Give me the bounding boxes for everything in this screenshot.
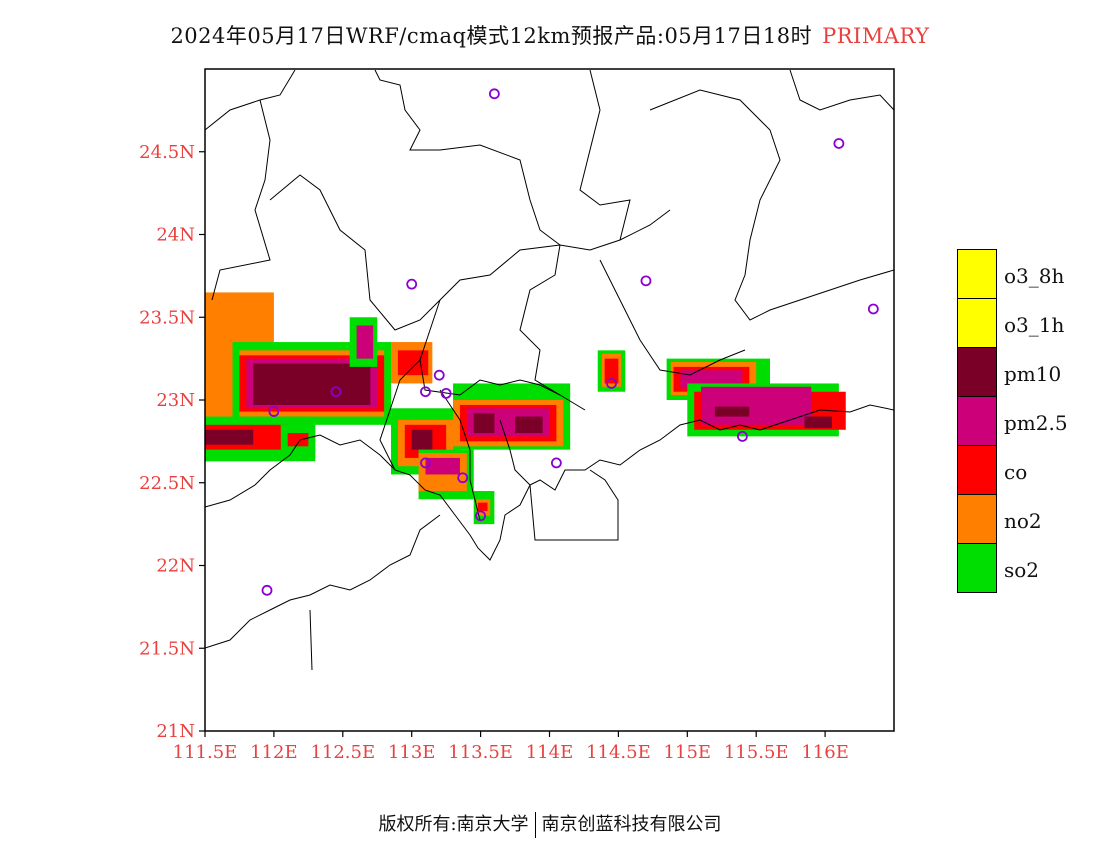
title-main: 2024年05月17日WRF/cmaq模式12km预报产品:05月17日18时 xyxy=(170,24,813,48)
pollution-cell-pm25 xyxy=(356,325,374,359)
station-marker[interactable] xyxy=(457,472,469,484)
footer-separator xyxy=(534,812,536,838)
lon-tick-label: 115E xyxy=(664,742,712,763)
lat-tick-label: 24N xyxy=(156,225,195,246)
lat-tick-label: 23N xyxy=(156,390,195,411)
pollution-cell-co xyxy=(604,358,619,384)
pollution-cell-co xyxy=(397,350,429,376)
pollution-cell-pm10 xyxy=(473,413,495,434)
station-marker[interactable] xyxy=(440,387,452,399)
pollution-cell-pm10 xyxy=(714,406,750,417)
legend-swatch-no2: no2 xyxy=(957,494,1042,544)
legend-swatch-co: co xyxy=(957,445,1027,495)
pollution-cell-pm10 xyxy=(411,429,433,450)
legend-label: o3_8h xyxy=(1004,264,1065,288)
station-marker[interactable] xyxy=(433,369,445,381)
lon-tick-label: 111.5E xyxy=(173,742,238,763)
station-marker[interactable] xyxy=(737,431,748,442)
pollution-cell-pm10 xyxy=(253,363,371,405)
station-marker[interactable] xyxy=(475,510,487,522)
footer-right: 南京创蓝科技有限公司 xyxy=(541,814,722,835)
lat-tick-label: 21.5N xyxy=(139,638,195,659)
latitude-axis: 24.5N 24N 23.5N 23N 22.5N 22N 21.5N 21N xyxy=(139,142,205,742)
pollution-cell-pm10 xyxy=(515,416,543,434)
legend-swatch-pm10: pm10 xyxy=(957,347,1061,397)
lon-tick-label: 114E xyxy=(526,742,574,763)
station-marker[interactable] xyxy=(488,88,500,100)
pollution-cell-pm10 xyxy=(804,416,832,429)
station-marker[interactable] xyxy=(261,584,273,596)
legend-label: no2 xyxy=(1004,509,1042,533)
legend-swatch-o3_1h: o3_1h xyxy=(957,298,1064,348)
title-pollutant: PRIMARY xyxy=(822,24,930,48)
lat-tick-label: 22N xyxy=(156,556,195,577)
pollution-cell-co xyxy=(287,433,309,447)
legend-swatch-so2: so2 xyxy=(957,543,1039,593)
lat-tick-label: 21N xyxy=(156,721,195,742)
lon-tick-label: 115.5E xyxy=(724,742,789,763)
legend-label: o3_1h xyxy=(1004,313,1065,337)
legend-swatch-o3_8h: o3_8h xyxy=(957,249,1064,299)
station-marker[interactable] xyxy=(330,386,342,398)
pollution-cell-pm25 xyxy=(701,386,812,425)
station-marker[interactable] xyxy=(406,278,418,290)
longitude-axis: 111.5E 112E 112.5E 113E 113.5E 114E 114.5E 115E… xyxy=(173,731,849,763)
lat-tick-label: 24.5N xyxy=(139,142,195,163)
legend-label: pm2.5 xyxy=(1004,411,1068,435)
monitoring-stations xyxy=(261,88,879,596)
pollution-cell-pm25 xyxy=(425,457,460,475)
lon-tick-label: 112E xyxy=(250,742,298,763)
copyright-footer: 版权所有:南京大学 南京创蓝科技有限公司 xyxy=(0,810,1100,838)
station-marker[interactable] xyxy=(606,378,617,389)
station-marker[interactable] xyxy=(867,303,879,315)
legend-label: pm10 xyxy=(1004,362,1062,386)
lon-tick-label: 113.5E xyxy=(448,742,513,763)
pollutant-legend: o3_8h o3_1h pm10 pm2.5 co no2 so2 xyxy=(957,249,1068,593)
boundary-lines xyxy=(205,69,894,671)
station-marker[interactable] xyxy=(420,386,431,398)
lat-tick-label: 23.5N xyxy=(139,307,195,328)
station-marker[interactable] xyxy=(640,275,652,287)
map-title: 2024年05月17日WRF/cmaq模式12km预报产品:05月17日18时 P… xyxy=(0,20,1100,50)
pollution-cell-co xyxy=(477,502,488,511)
lon-tick-label: 116E xyxy=(801,742,849,763)
lat-tick-label: 22.5N xyxy=(139,473,195,494)
station-marker[interactable] xyxy=(268,406,280,417)
station-marker[interactable] xyxy=(420,457,431,469)
legend-swatch-pm25: pm2.5 xyxy=(957,396,1068,446)
legend-label: so2 xyxy=(1004,558,1040,582)
pollution-cell-pm10 xyxy=(205,429,254,445)
lon-tick-label: 113E xyxy=(388,742,436,763)
footer-left: 版权所有:南京大学 xyxy=(378,814,529,835)
pollution-layer xyxy=(205,292,846,525)
station-marker[interactable] xyxy=(833,138,845,149)
legend-label: co xyxy=(1004,460,1028,484)
lon-tick-label: 112.5E xyxy=(310,742,375,763)
lon-tick-label: 114.5E xyxy=(586,742,651,763)
station-marker[interactable] xyxy=(550,457,562,469)
